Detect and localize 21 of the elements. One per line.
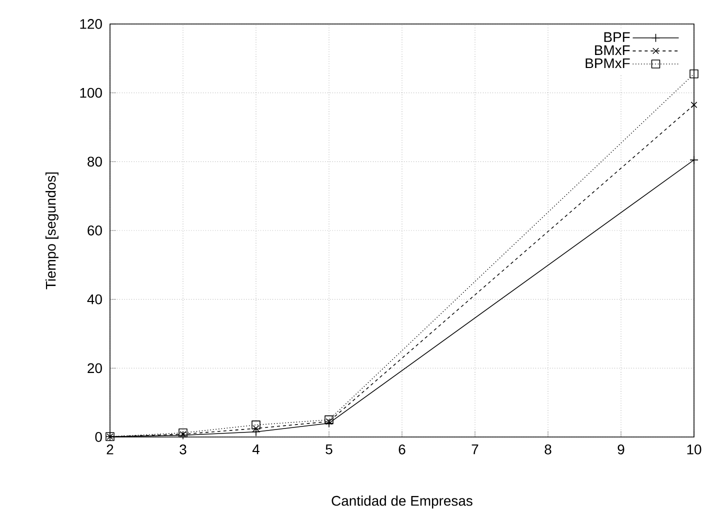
- y-axis-title: Tiempo [segundos]: [45, 172, 58, 290]
- y-tick-label: 60: [88, 226, 102, 236]
- x-axis-title: Cantidad de Empresas: [332, 496, 472, 509]
- x-tick-label: 4: [252, 444, 260, 454]
- x-tick-label: 3: [180, 444, 186, 454]
- y-tick-label: 40: [87, 294, 102, 304]
- x-tick-label: 5: [326, 444, 332, 454]
- legend-label: BPF: [604, 32, 630, 42]
- y-tick-label: 120: [80, 19, 102, 29]
- y-tick-label: 20: [88, 363, 102, 374]
- y-tick-label: 80: [88, 156, 102, 167]
- legend-label: BPMxF: [586, 58, 630, 68]
- y-tick-label: 100: [80, 88, 102, 98]
- y-tick-label: 0: [95, 432, 102, 442]
- x-tick-label: 7: [472, 444, 478, 454]
- x-tick-label: 2: [106, 444, 114, 454]
- x-tick-label: 10: [687, 444, 702, 454]
- x-tick-label: 9: [618, 444, 624, 454]
- legend-label: BMxF: [595, 45, 630, 55]
- x-tick-label: 6: [398, 444, 406, 454]
- x-tick-label: 8: [544, 444, 552, 454]
